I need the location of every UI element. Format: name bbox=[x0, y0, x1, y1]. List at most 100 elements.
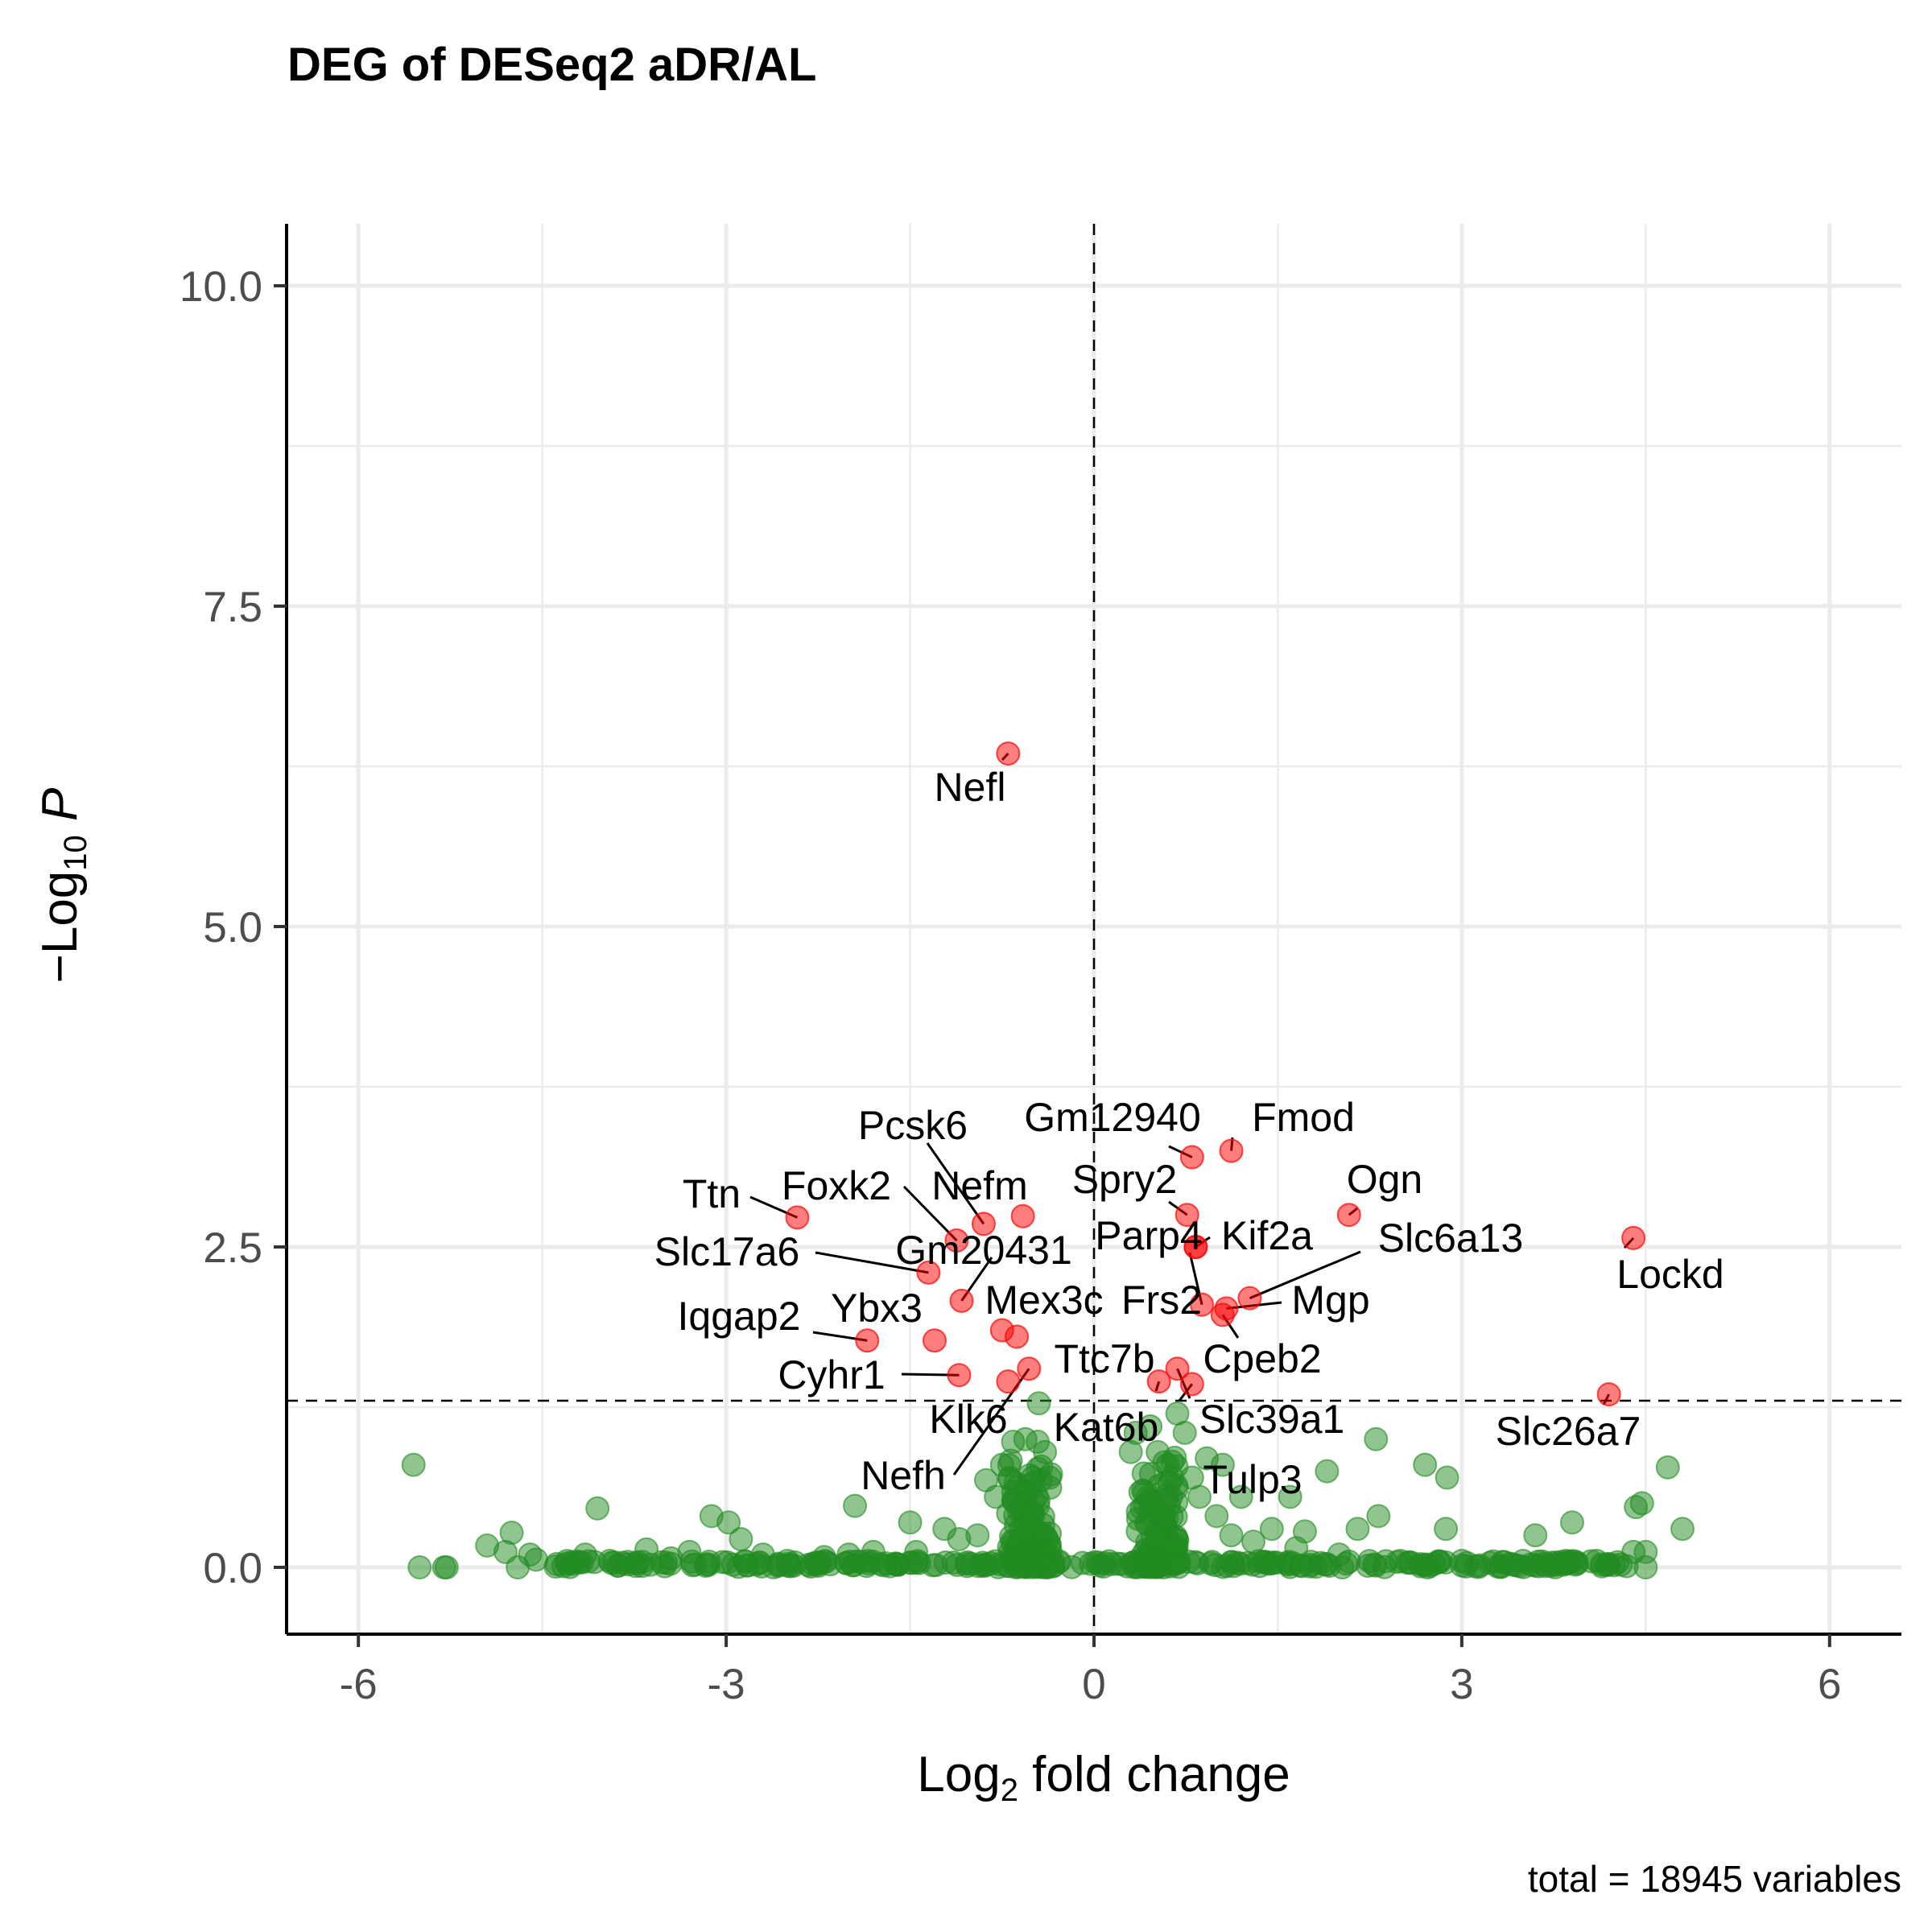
scatter-point-significant bbox=[1190, 1292, 1215, 1317]
gene-label: Cpeb2 bbox=[1203, 1336, 1321, 1381]
scatter-point-ns bbox=[1030, 1513, 1055, 1538]
scatter-point-significant bbox=[1017, 1356, 1042, 1381]
scatter-point-ns bbox=[1133, 1550, 1158, 1575]
scatter-point-significant bbox=[1179, 1372, 1204, 1397]
gene-labels: Nefl Gm12940 Fmod Spry2 Ogn Lockd Pcsk6 Nefm Ttn… bbox=[654, 765, 1724, 1502]
scatter-point-significant bbox=[1179, 1145, 1204, 1170]
scatter-point-ns bbox=[1151, 1505, 1176, 1530]
gene-label: Spry2 bbox=[1072, 1157, 1178, 1202]
scatter-point-ns bbox=[1187, 1484, 1212, 1509]
scatter-point-ns bbox=[1364, 1426, 1389, 1451]
scatter-point-ns bbox=[1013, 1426, 1038, 1451]
gene-label: Cyhr1 bbox=[778, 1352, 885, 1397]
gene-label: Slc26a7 bbox=[1496, 1409, 1641, 1454]
y-axis-title: −Log10 P bbox=[32, 788, 93, 984]
y-tick-label: 0.0 bbox=[203, 1545, 262, 1592]
scatter-point-significant bbox=[971, 1212, 996, 1236]
scatter-point-significant bbox=[1621, 1225, 1646, 1250]
scatter-point-ns bbox=[1228, 1484, 1253, 1509]
scatter-point-significant bbox=[1010, 1203, 1035, 1228]
x-axis-title: Log2 fold change bbox=[917, 1747, 1290, 1808]
scatter-point-ns bbox=[1008, 1517, 1033, 1542]
x-tick-label: -3 bbox=[708, 1661, 745, 1708]
scatter-point-ns bbox=[1278, 1484, 1302, 1509]
scatter-point-ns bbox=[1388, 1549, 1413, 1574]
scatter-point-ns bbox=[1511, 1549, 1536, 1574]
gene-label: Ttn bbox=[683, 1171, 741, 1216]
scatter-point-ns bbox=[1449, 1549, 1474, 1574]
scatter-point-ns bbox=[434, 1555, 459, 1579]
caption: total = 18945 variables bbox=[1528, 1858, 1901, 1900]
scatter-point-ns bbox=[1629, 1491, 1654, 1516]
gene-label: Iqgap2 bbox=[678, 1294, 801, 1339]
gene-label: Foxk2 bbox=[782, 1163, 891, 1208]
scatter-point-ns bbox=[1247, 1554, 1272, 1579]
not-significant-points bbox=[401, 1391, 1695, 1579]
scatter-point-ns bbox=[401, 1452, 426, 1477]
scatter-point-ns bbox=[1559, 1510, 1584, 1535]
gene-label: Mgp bbox=[1291, 1278, 1369, 1323]
y-tick-label: 10.0 bbox=[180, 263, 262, 311]
scatter-point-ns bbox=[989, 1452, 1014, 1477]
label-connector bbox=[1249, 1250, 1361, 1300]
scatter-point-ns bbox=[775, 1549, 800, 1574]
scatter-point-ns bbox=[716, 1510, 741, 1535]
scatter-point-ns bbox=[965, 1523, 990, 1548]
scatter-point-ns bbox=[1435, 1465, 1459, 1490]
scatter-point-ns bbox=[677, 1539, 702, 1564]
scatter-point-ns bbox=[729, 1526, 753, 1551]
scatter-point-ns bbox=[1584, 1549, 1609, 1574]
scatter-point-ns bbox=[407, 1555, 432, 1579]
scatter-point-ns bbox=[811, 1545, 836, 1570]
scatter-point-significant bbox=[1165, 1356, 1190, 1381]
gene-label: Fmod bbox=[1252, 1095, 1355, 1140]
gene-label: Slc6a13 bbox=[1378, 1216, 1524, 1261]
scatter-point-ns bbox=[1412, 1553, 1437, 1578]
gene-label: Gm20431 bbox=[895, 1228, 1072, 1273]
label-connector bbox=[902, 1185, 958, 1242]
gene-label: Slc39a1 bbox=[1199, 1397, 1345, 1442]
scatter-point-ns bbox=[597, 1549, 622, 1574]
scatter-point-ns bbox=[585, 1496, 610, 1521]
scatter-point-significant bbox=[944, 1228, 969, 1253]
significant-points bbox=[785, 741, 1646, 1407]
x-axis-ticks: -6 -3 0 3 6 bbox=[340, 1634, 1842, 1708]
scatter-point-ns bbox=[1033, 1439, 1058, 1464]
scatter-point-ns bbox=[904, 1539, 929, 1564]
scatter-point-significant bbox=[923, 1328, 947, 1353]
scatter-point-ns bbox=[1434, 1517, 1459, 1542]
scatter-point-significant bbox=[1336, 1203, 1361, 1228]
x-tick-label: -6 bbox=[340, 1661, 378, 1708]
scatter-point-significant bbox=[785, 1205, 810, 1230]
scatter-point-ns bbox=[1315, 1459, 1340, 1484]
label-connector bbox=[815, 1251, 929, 1274]
gene-label: Kat6b bbox=[1054, 1405, 1159, 1450]
scatter-point-ns bbox=[524, 1547, 549, 1572]
scatter-point-ns bbox=[861, 1539, 886, 1564]
scatter-point-ns bbox=[959, 1551, 984, 1576]
gene-label: Nefm bbox=[931, 1163, 1027, 1208]
gene-label: Ogn bbox=[1347, 1157, 1423, 1202]
scatter-point-ns bbox=[1006, 1550, 1031, 1575]
scatter-point-ns bbox=[984, 1484, 1009, 1509]
gene-label: Ybx3 bbox=[831, 1286, 923, 1331]
scatter-point-ns bbox=[1155, 1452, 1180, 1477]
gene-label: Klk6 bbox=[929, 1397, 1007, 1442]
scatter-point-ns bbox=[1125, 1519, 1150, 1544]
scatter-point-significant bbox=[916, 1260, 941, 1285]
scatter-point-ns bbox=[898, 1510, 923, 1535]
scatter-point-ns bbox=[1204, 1504, 1229, 1529]
scatter-point-ns bbox=[1655, 1455, 1680, 1480]
gene-label: Frs2 bbox=[1121, 1278, 1202, 1323]
scatter-point-ns bbox=[843, 1493, 868, 1518]
x-tick-label: 3 bbox=[1450, 1661, 1473, 1708]
scatter-point-ns bbox=[1259, 1517, 1284, 1542]
gene-label: Parp4 bbox=[1095, 1213, 1202, 1258]
y-tick-label: 7.5 bbox=[203, 584, 262, 631]
scatter-point-ns bbox=[1413, 1452, 1438, 1477]
scatter-point-ns bbox=[1633, 1555, 1658, 1579]
y-axis-ticks: 0.0 2.5 5.0 7.5 10.0 bbox=[180, 263, 287, 1592]
scatter-point-significant bbox=[996, 741, 1021, 766]
scatter-point-ns bbox=[1138, 1414, 1163, 1439]
scatter-point-significant bbox=[1596, 1382, 1621, 1407]
